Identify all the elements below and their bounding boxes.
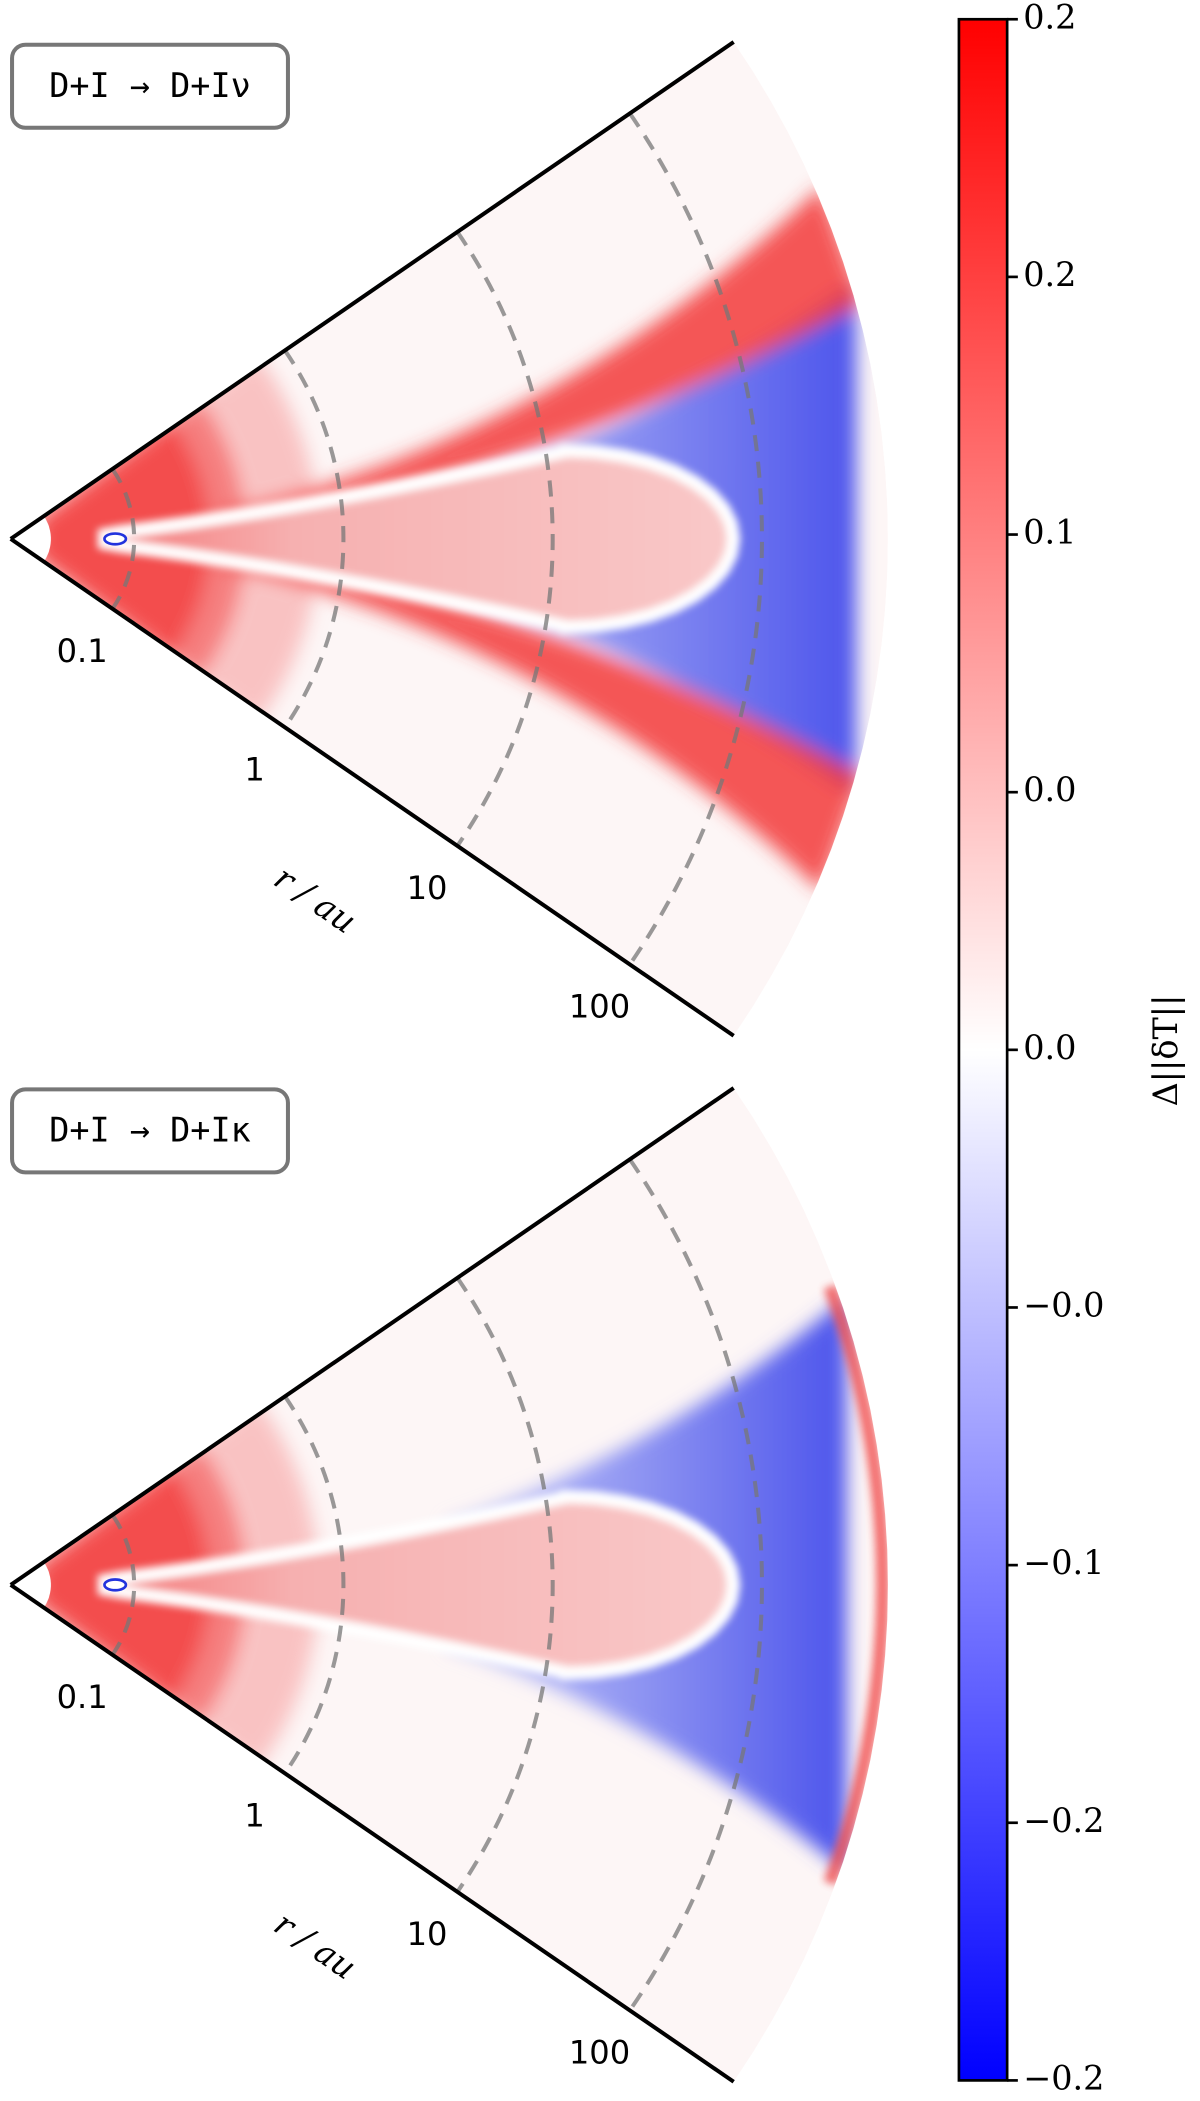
- panel-label: D+I → D+Iν: [49, 66, 251, 105]
- wedge-edge: [9, 1086, 735, 1587]
- lobe: [97, 443, 741, 635]
- panel-label-box: [10, 1087, 290, 1175]
- panel-label: D+I → D+Iκ: [49, 1111, 251, 1150]
- r-grid-arc: [628, 112, 764, 966]
- r-grid-arc: [283, 1395, 346, 1775]
- wedge-edge: [9, 1583, 735, 2084]
- r-axis-label: r / au: [267, 1904, 363, 1987]
- r-grid-arc: [455, 1276, 555, 1893]
- r-axis-label: r / au: [267, 858, 363, 941]
- r-tick-label: 0.1: [57, 632, 108, 670]
- colorbar-tick-label: 0.1: [1023, 513, 1076, 552]
- colorbar-tick-label: −0.1: [1023, 1543, 1104, 1582]
- rim: [823, 1284, 888, 1886]
- wedge-field: [43, 1088, 888, 2082]
- wedge-edge: [9, 40, 735, 541]
- colorbar-tick-label: −0.2: [1023, 1801, 1104, 1840]
- r-grid-arc: [455, 230, 555, 848]
- colorbar-tick-label: 0.2: [1023, 255, 1076, 294]
- inner-hole: [103, 1578, 128, 1592]
- r-tick-label: 1: [244, 1796, 264, 1834]
- wedge-field: [43, 42, 888, 1036]
- colorbar: [957, 17, 1009, 2082]
- colorbar-tick-label: −0.0: [1023, 1285, 1104, 1324]
- red-band: [223, 556, 863, 892]
- inner-hole: [103, 532, 128, 546]
- r-tick-label: 10: [407, 1915, 448, 1953]
- r-tick-label: 0.1: [57, 1678, 108, 1716]
- lobe: [97, 1489, 741, 1681]
- r-tick-label: 100: [569, 988, 630, 1026]
- colorbar-tick-label: −0.2: [1023, 2058, 1104, 2097]
- r-tick-label: 10: [407, 869, 448, 907]
- colorbar-tick-label: 0.2: [1023, 0, 1076, 36]
- r-grid-arc: [628, 1158, 764, 2012]
- colorbar-tick-label: 0.0: [1023, 770, 1076, 809]
- r-tick-label: 1: [244, 750, 264, 788]
- panel-label-box: [10, 42, 290, 130]
- wedge-edge: [9, 537, 735, 1038]
- colorbar-tick-label: 0.0: [1023, 1028, 1076, 1067]
- red-band: [223, 186, 863, 521]
- colorbar-label: Δ||δT||: [1146, 995, 1185, 1107]
- r-tick-label: 100: [569, 2034, 630, 2072]
- r-grid-arc: [283, 349, 346, 729]
